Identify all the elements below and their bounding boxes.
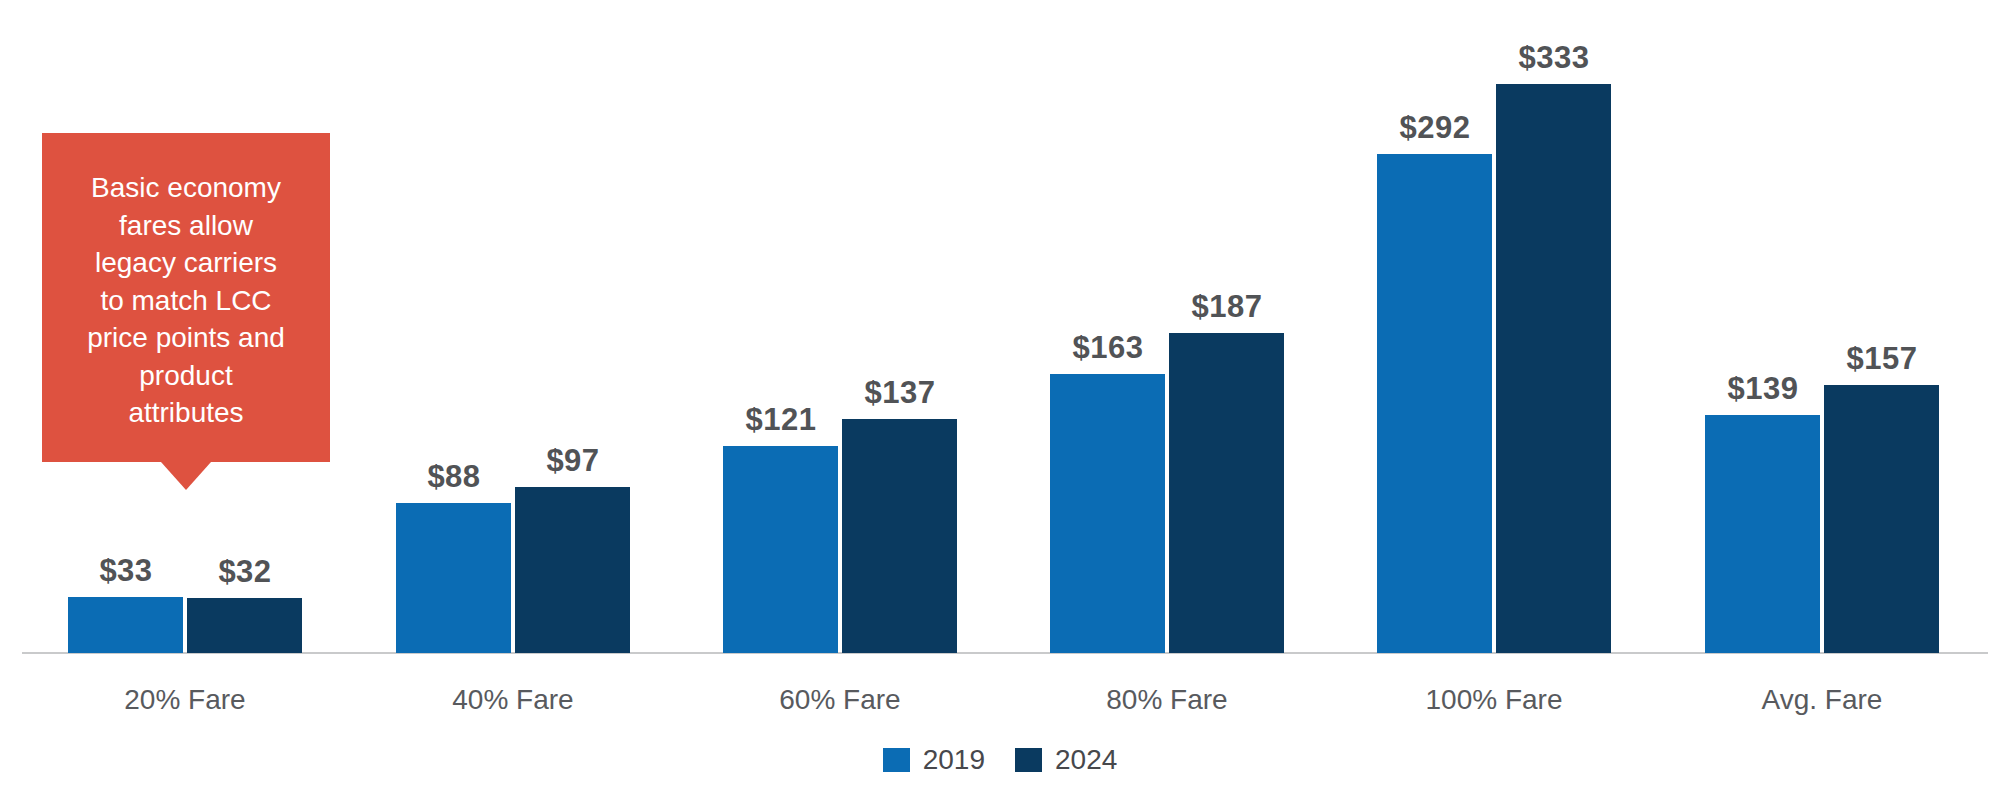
value-label: $97: [493, 443, 653, 479]
bar-2024-100-fare: [1496, 84, 1611, 653]
bar-2024-avg-fare: [1824, 385, 1939, 653]
x-axis-label: 80% Fare: [1057, 684, 1277, 716]
annotation-text: Basic economy fares allow legacy carrier…: [50, 169, 322, 432]
value-label: $157: [1802, 341, 1962, 377]
value-label: $163: [1028, 330, 1188, 366]
callout-pointer: [161, 462, 211, 490]
legend-item-2024: 2024: [1015, 744, 1117, 776]
bar-2024-60-fare: [842, 419, 957, 653]
annotation-callout: Basic economy fares allow legacy carrier…: [42, 133, 330, 462]
bar-2019-avg-fare: [1705, 415, 1820, 653]
bar-2019-20-fare: [68, 597, 183, 653]
x-axis-label: 20% Fare: [75, 684, 295, 716]
x-axis-label: Avg. Fare: [1712, 684, 1932, 716]
value-label: $333: [1474, 40, 1634, 76]
x-axis-line: [22, 652, 1988, 654]
legend-swatch-2019: [883, 748, 910, 772]
legend-item-2019: 2019: [883, 744, 985, 776]
x-axis-label: 60% Fare: [730, 684, 950, 716]
legend-swatch-2024: [1015, 748, 1042, 772]
bar-2024-20-fare: [187, 598, 302, 653]
bar-2024-40-fare: [515, 487, 630, 653]
x-axis-label: 100% Fare: [1384, 684, 1604, 716]
bar-2019-60-fare: [723, 446, 838, 653]
fare-comparison-chart: Basic economy fares allow legacy carrier…: [0, 0, 2000, 800]
value-label: $292: [1355, 110, 1515, 146]
legend: 2019 2024: [0, 744, 2000, 776]
value-label: $187: [1147, 289, 1307, 325]
bar-2019-100-fare: [1377, 154, 1492, 653]
value-label: $137: [820, 375, 980, 411]
x-axis-label: 40% Fare: [403, 684, 623, 716]
bar-2019-80-fare: [1050, 374, 1165, 653]
legend-label: 2019: [923, 744, 985, 776]
legend-label: 2024: [1055, 744, 1117, 776]
value-label: $32: [165, 554, 325, 590]
bar-2019-40-fare: [396, 503, 511, 653]
bar-2024-80-fare: [1169, 333, 1284, 653]
